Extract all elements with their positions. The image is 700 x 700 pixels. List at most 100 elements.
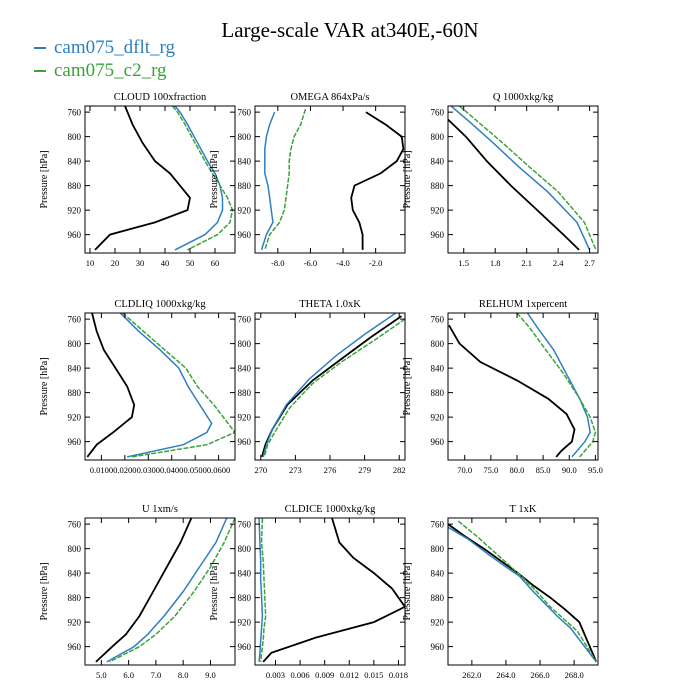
y-tick-label: 880 — [431, 593, 445, 603]
x-tick-label: 0.018 — [389, 670, 408, 680]
y-tick-label: 920 — [238, 413, 252, 423]
y-axis-label: Pressure [hPa] — [209, 150, 220, 208]
y-tick-label: 760 — [431, 315, 445, 325]
y-axis-label: Pressure [hPa] — [39, 562, 50, 620]
x-tick-label: 0.0500 — [183, 465, 206, 475]
x-tick-label: 1.5 — [458, 258, 469, 268]
y-tick-label: 840 — [431, 157, 445, 167]
x-tick-label: 50 — [186, 258, 195, 268]
x-tick-label: 75.0 — [483, 465, 498, 475]
series-line-cam075-c2-rg — [459, 106, 597, 251]
panel-title: THETA 1.0xK — [299, 299, 361, 310]
y-tick-label: 760 — [68, 315, 82, 325]
y-tick-label: 880 — [68, 388, 82, 398]
panel-9: T 1xK Pressure [hPa] 760 800 840 880 920 960 262… — [402, 504, 599, 680]
y-tick-label: 960 — [238, 230, 252, 240]
series-line-reference — [262, 518, 405, 663]
series-line-reference — [95, 518, 193, 663]
panel-1: CLOUD 100xfraction Pressure [hPa] 760 800 84… — [39, 92, 236, 268]
x-tick-label: 9.0 — [205, 670, 216, 680]
x-tick-label: 0.009 — [315, 670, 334, 680]
y-tick-label: 800 — [238, 339, 252, 349]
x-tick-label: -2.0 — [369, 258, 382, 268]
y-axis-label: Pressure [hPa] — [39, 150, 50, 208]
x-tick-label: 0.0400 — [160, 465, 183, 475]
panel-title: CLDICE 1000xkg/kg — [285, 504, 376, 515]
x-tick-label: 264.0 — [496, 670, 515, 680]
series-line-reference — [448, 523, 598, 663]
y-tick-label: 920 — [68, 206, 82, 216]
series-line-cam075-c2-rg — [171, 106, 234, 251]
legend-swatch-c2 — [34, 69, 46, 72]
x-tick-label: 10 — [86, 258, 95, 268]
x-tick-label: 0.012 — [340, 670, 359, 680]
x-tick-label: -6.0 — [304, 258, 317, 268]
y-tick-label: 760 — [238, 108, 252, 118]
x-tick-label: 7.0 — [151, 670, 162, 680]
x-tick-label: 95.0 — [588, 465, 603, 475]
plot-frame — [84, 517, 236, 666]
x-tick-label: 20 — [111, 258, 120, 268]
y-tick-label: 800 — [68, 544, 82, 554]
x-tick-label: 70.0 — [457, 465, 472, 475]
panel-5: THETA 1.0xK 760 800 840 880 920 960 270 273 276 27… — [238, 299, 406, 475]
panel-title: T 1xK — [510, 504, 537, 515]
y-tick-label: 800 — [431, 544, 445, 554]
x-tick-label: 279 — [358, 465, 371, 475]
series-line-cam075-c2-rg — [516, 313, 597, 458]
plot-frame — [447, 517, 599, 666]
y-tick-label: 920 — [68, 413, 82, 423]
x-tick-label: 0.0600 — [207, 465, 230, 475]
series-line-cam075-c2-rg — [264, 108, 307, 251]
y-tick-label: 920 — [431, 206, 445, 216]
series-line-cam075-dflt-rg — [260, 111, 276, 251]
x-tick-label: 0.0300 — [137, 465, 160, 475]
y-tick-label: 800 — [431, 132, 445, 142]
y-axis-label: Pressure [hPa] — [209, 562, 220, 620]
panel-2: OMEGA 864xPa/s Pressure [hPa] 760 800 840 880… — [209, 92, 406, 268]
y-tick-label: 880 — [238, 388, 252, 398]
y-tick-label: 840 — [238, 569, 252, 579]
y-tick-label: 880 — [68, 593, 82, 603]
x-tick-label: 2.1 — [521, 258, 532, 268]
y-tick-label: 760 — [68, 520, 82, 530]
y-tick-label: 880 — [238, 181, 252, 191]
y-tick-label: 920 — [238, 206, 252, 216]
x-tick-label: 0.015 — [364, 670, 383, 680]
y-axis-label: Pressure [hPa] — [402, 562, 413, 620]
panel-title: CLOUD 100xfraction — [114, 92, 207, 103]
x-tick-label: -4.0 — [336, 258, 349, 268]
series-line-cam075-c2-rg — [259, 518, 267, 662]
x-tick-label: 0.0200 — [113, 465, 136, 475]
plot-frame — [254, 105, 406, 254]
series-line-cam075-c2-rg — [109, 518, 235, 663]
y-tick-label: 960 — [68, 642, 82, 652]
panel-title: Q 1000xkg/kg — [493, 92, 554, 103]
y-tick-label: 840 — [68, 157, 82, 167]
y-tick-label: 920 — [238, 618, 252, 628]
series-line-cam075-c2-rg — [457, 520, 597, 663]
x-tick-label: 268.0 — [565, 670, 584, 680]
x-tick-label: 282 — [393, 465, 406, 475]
x-tick-label: 8.0 — [178, 670, 189, 680]
plot-frame — [254, 517, 406, 666]
x-tick-label: 1.8 — [490, 258, 501, 268]
series-line-cam075-dflt-rg — [526, 313, 591, 458]
x-tick-label: 273 — [289, 465, 302, 475]
x-tick-label: 90.0 — [562, 465, 577, 475]
panel-title: OMEGA 864xPa/s — [290, 92, 369, 103]
series-line-cam075-dflt-rg — [119, 313, 213, 458]
panel-title: RELHUM 1xpercent — [479, 299, 567, 310]
legend-swatch-dflt — [34, 46, 46, 49]
x-tick-label: 2.4 — [553, 258, 564, 268]
y-tick-label: 800 — [238, 544, 252, 554]
series-line-reference — [94, 106, 191, 251]
legend: cam075_dflt_rg cam075_c2_rg — [34, 36, 175, 82]
y-tick-label: 760 — [431, 108, 445, 118]
y-tick-label: 840 — [68, 364, 82, 374]
y-tick-label: 840 — [238, 157, 252, 167]
series-line-reference — [448, 118, 580, 251]
y-tick-label: 960 — [431, 642, 445, 652]
y-tick-label: 880 — [238, 593, 252, 603]
